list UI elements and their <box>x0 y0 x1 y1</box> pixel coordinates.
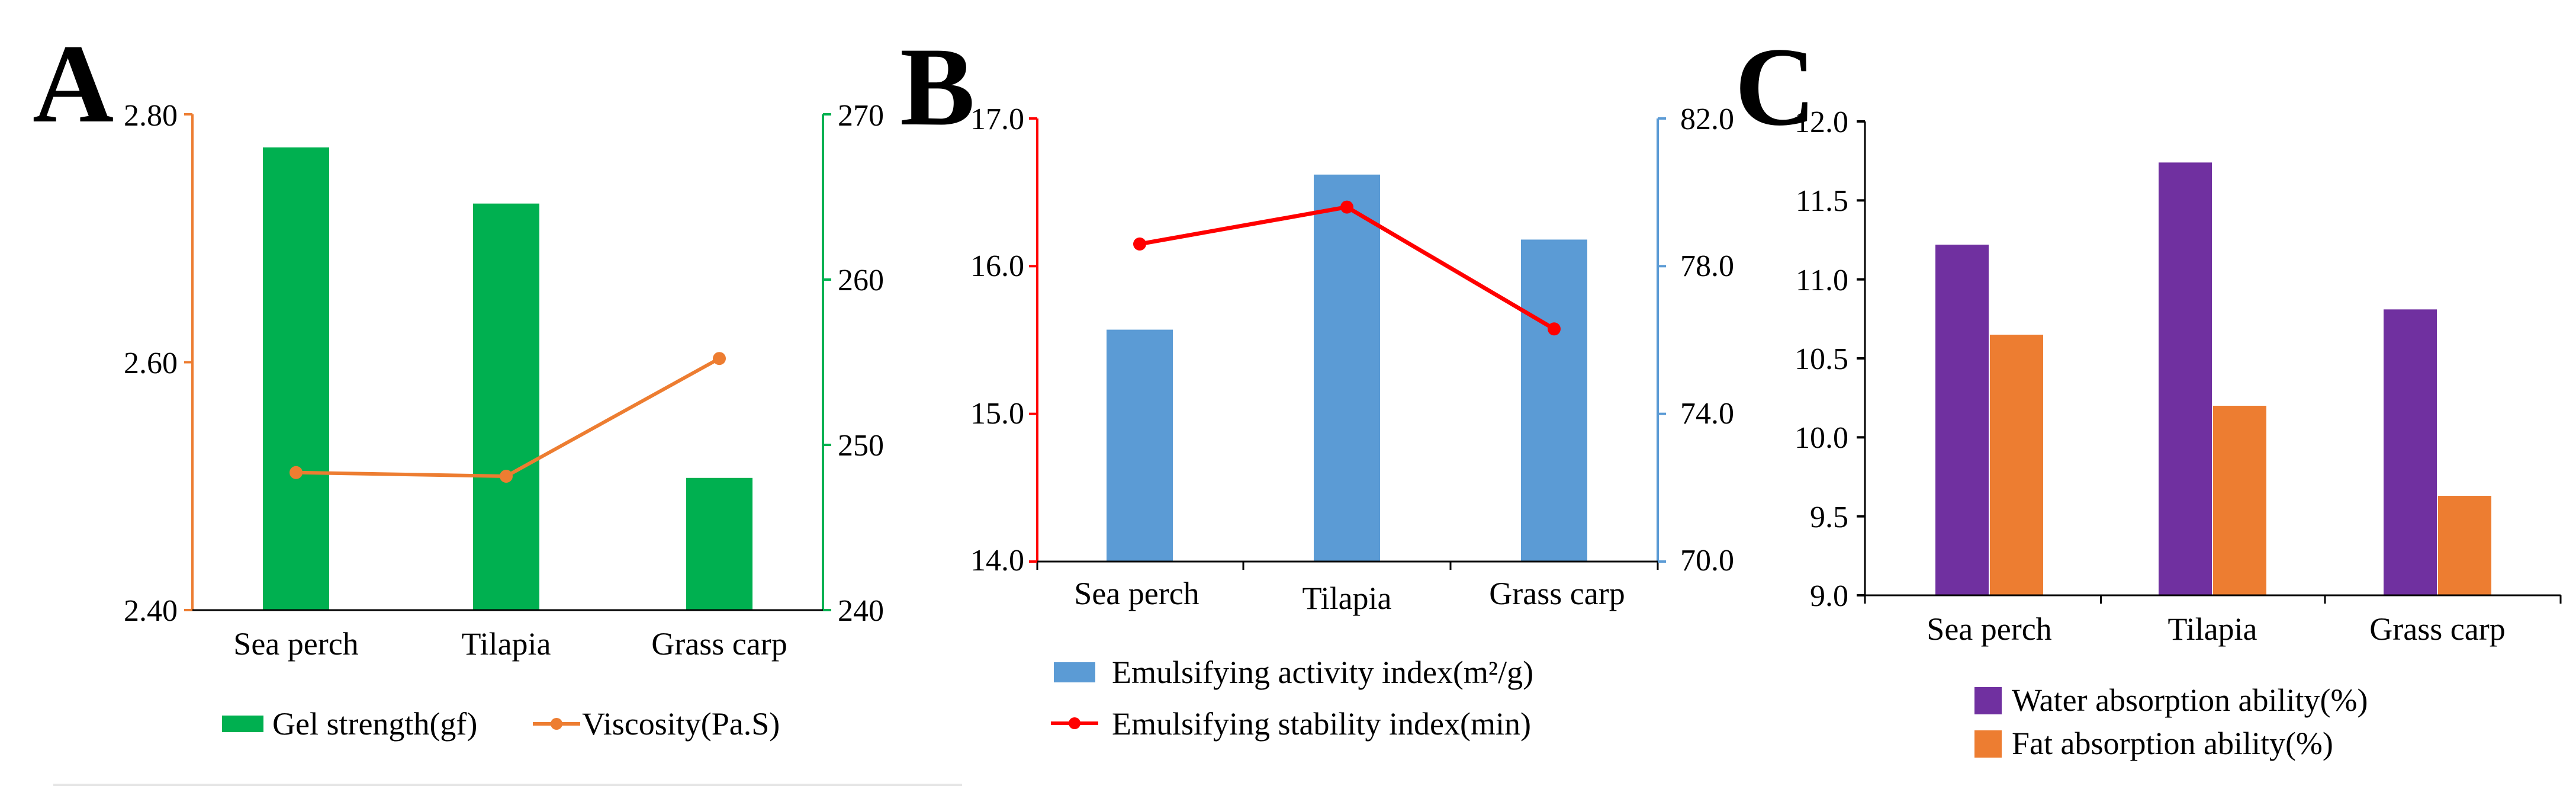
panel-c-tick-6: 11.5 <box>1796 184 1848 218</box>
panel-a-marks <box>184 113 831 611</box>
panel-b-bar-activity-1 <box>1107 329 1173 562</box>
panel-c-legend-label-water: Water absorption ability(%) <box>2012 682 2368 718</box>
panel-c-bar-water-3 <box>2384 309 2437 595</box>
panel-c-legend: Water absorption ability(%) Fat absorpti… <box>1974 682 2368 761</box>
panel-letter-c: C <box>1735 25 1816 149</box>
panel-a: A Sea perch Tilapia Grass carp 2.40 2.60… <box>33 22 962 786</box>
panel-b-category-1: Sea perch <box>1074 576 1199 611</box>
panel-c-tick-5: 11.0 <box>1796 264 1848 297</box>
panel-b-left-tick-3: 16.0 <box>970 249 1024 283</box>
panel-c-bar-fat-2 <box>2213 406 2266 595</box>
panel-b-left-tick-4: 17.0 <box>970 102 1024 136</box>
panel-b-right-tick-1: 70.0 <box>1680 544 1734 578</box>
panel-c-marks <box>1857 120 2562 604</box>
panel-b-category-2: Tilapia <box>1302 580 1391 616</box>
panel-a-point-viscosity-3 <box>713 352 726 365</box>
panel-b-right-tick-4: 82.0 <box>1680 102 1734 136</box>
panel-a-right-tick-2: 250 <box>838 429 884 463</box>
panel-b-right-tick-2: 74.0 <box>1680 397 1734 431</box>
panel-b-legend: Emulsifying activity index(m²/g) Emulsif… <box>1051 655 1533 742</box>
panel-c-bar-water-2 <box>2159 162 2212 595</box>
panel-a-left-tick-3: 2.80 <box>124 99 178 133</box>
panel-a-right-tick-4: 270 <box>838 99 884 133</box>
panel-c-bar-fat-3 <box>2438 496 2491 595</box>
panel-letter-b: B <box>900 25 975 149</box>
panel-b-bar-activity-2 <box>1314 174 1380 562</box>
panel-c-legend-label-fat: Fat absorption ability(%) <box>2012 726 2333 761</box>
panel-c-category-1: Sea perch <box>1927 611 2051 647</box>
panel-c-tick-7: 12.0 <box>1794 105 1848 139</box>
panel-b-marks <box>1029 117 1666 570</box>
panel-c-tick-1: 9.0 <box>1810 579 1848 613</box>
panel-a-category-3: Grass carp <box>651 626 787 662</box>
panel-b-legend-swatch-activity <box>1054 662 1095 682</box>
panel-a-legend-label-viscosity: Viscosity(Pa.S) <box>582 706 780 742</box>
panel-b-bar-activity-3 <box>1521 239 1587 562</box>
panel-a-category-2: Tilapia <box>461 626 551 662</box>
panel-b-left-tick-1: 14.0 <box>970 544 1024 578</box>
panel-a-legend-label-gel: Gel strength(gf) <box>272 706 477 742</box>
panel-a-left-tick-2: 2.60 <box>124 347 178 380</box>
panel-a-legend-marker-viscosity <box>551 718 562 730</box>
panel-a-right-tick-1: 240 <box>838 594 884 628</box>
panel-c-tick-4: 10.5 <box>1794 342 1848 376</box>
panel-a-legend-swatch-gel <box>222 716 263 732</box>
panel-a-right-tick-3: 260 <box>838 264 884 297</box>
panel-a-legend: Gel strength(gf) Viscosity(Pa.S) <box>222 706 780 742</box>
panel-b-point-stability-3 <box>1548 322 1561 336</box>
panel-b-left-tick-2: 15.0 <box>970 397 1024 431</box>
panel-c-category-3: Grass carp <box>2369 611 2505 647</box>
panel-c-tick-2: 9.5 <box>1810 501 1848 534</box>
panel-b-category-3: Grass carp <box>1489 576 1625 611</box>
panel-c: C Sea perch Tilapia Grass carp 9.0 9.5 1… <box>1735 25 2562 761</box>
panel-a-left-tick-1: 2.40 <box>124 594 178 628</box>
panel-b: B Sea perch Tilapia Grass carp 14.0 15.0… <box>900 25 1734 742</box>
panel-c-legend-swatch-water <box>1974 687 2002 714</box>
panel-c-bar-water-1 <box>1935 245 1989 595</box>
panel-a-bar-gel-3 <box>686 477 752 610</box>
panel-letter-a: A <box>33 22 114 146</box>
panel-c-legend-swatch-fat <box>1974 730 2002 758</box>
panel-b-point-stability-2 <box>1340 200 1353 214</box>
panel-b-legend-label-stability: Emulsifying stability index(min) <box>1112 706 1531 742</box>
panel-c-category-2: Tilapia <box>2167 611 2257 647</box>
panel-a-point-viscosity-2 <box>500 470 513 483</box>
panel-c-bar-fat-1 <box>1990 335 2043 595</box>
panel-a-bar-gel-2 <box>473 203 539 610</box>
panel-a-point-viscosity-1 <box>290 466 303 479</box>
panel-b-legend-label-activity: Emulsifying activity index(m²/g) <box>1112 655 1533 690</box>
panel-a-category-1: Sea perch <box>233 626 358 662</box>
panel-b-point-stability-1 <box>1133 237 1146 251</box>
panel-b-legend-marker-stability <box>1069 717 1080 729</box>
panel-a-bar-gel-1 <box>263 147 329 611</box>
panel-c-tick-3: 10.0 <box>1794 421 1848 455</box>
panel-b-right-tick-3: 78.0 <box>1680 249 1734 283</box>
